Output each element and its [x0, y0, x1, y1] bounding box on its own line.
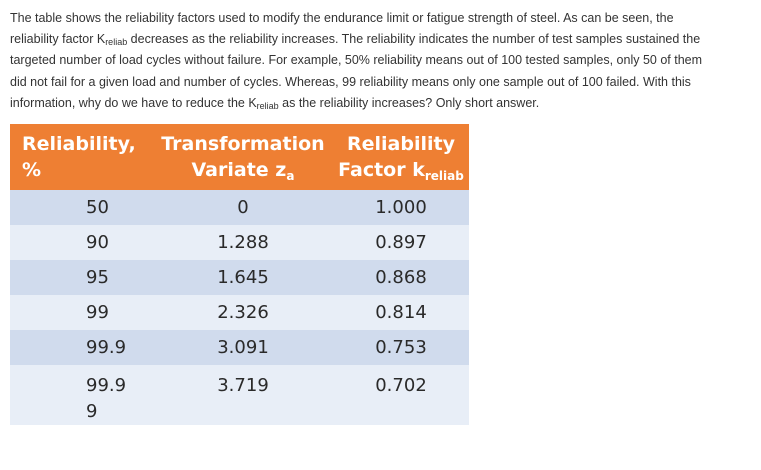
cell-reliability-wrapped: 99.99 — [86, 375, 127, 422]
cell-k: 0.897 — [375, 231, 427, 253]
cell-z: 1.288 — [217, 231, 269, 253]
cell-k: 0.702 — [375, 375, 427, 396]
question-text: The table shows the reliability factors … — [10, 8, 755, 114]
k-reliab-subscript-2: reliab — [256, 100, 279, 111]
question-line-5: information, why do we have to reduce th… — [10, 93, 755, 114]
cell-z: 3.091 — [217, 336, 269, 358]
header-factor-line1: Reliability — [347, 133, 455, 155]
k-reliab-subscript: reliab — [105, 37, 128, 48]
table-header-row: Reliability, % Transformation Variate za… — [10, 124, 469, 190]
table-row: 99.9 3.091 0.753 — [10, 330, 469, 365]
reliability-table-container: Reliability, % Transformation Variate za… — [10, 124, 469, 425]
table-row: 99.99 3.719 0.702 — [10, 365, 469, 425]
cell-reliability: 95 — [86, 266, 109, 288]
cell-reliability: 99.9 — [86, 336, 127, 358]
header-transformation: Transformation Variate za — [153, 124, 333, 190]
question-line-3: targeted number of load cycles without f… — [10, 53, 703, 68]
question-line-1: The table shows the reliability factors … — [10, 11, 674, 25]
cell-z: 0 — [237, 196, 249, 218]
question-line-2: reliability factor Kreliab decreases as … — [10, 29, 755, 50]
reliability-table: Reliability, % Transformation Variate za… — [10, 124, 469, 425]
cell-z: 1.645 — [217, 266, 269, 288]
table-row: 90 1.288 0.897 — [10, 225, 469, 260]
table-row: 95 1.645 0.868 — [10, 260, 469, 295]
question-line-2-post: decreases as the reliability increases. … — [127, 32, 701, 47]
question-line-5-post: as the reliability increases? Only short… — [278, 95, 540, 110]
header-factor: Reliability Factor kreliab — [333, 124, 469, 190]
question-line-4: did not fail for a given load and number… — [10, 74, 691, 89]
header-reliability: Reliability, % — [10, 124, 153, 190]
cell-reliability: 50 — [86, 196, 109, 218]
cell-k: 1.000 — [375, 196, 427, 218]
cell-reliability: 90 — [86, 231, 109, 253]
header-transformation-sub: a — [286, 169, 295, 183]
header-transformation-line2: Variate z — [191, 159, 287, 181]
cell-z: 2.326 — [217, 301, 269, 323]
cell-k: 0.814 — [375, 301, 427, 323]
header-reliability-line2: % — [22, 159, 42, 181]
question-line-2-pre: reliability factor K — [10, 32, 106, 47]
table-row: 99 2.326 0.814 — [10, 295, 469, 330]
header-factor-line2: Factor k — [338, 159, 425, 181]
header-transformation-line1: Transformation — [161, 133, 325, 155]
cell-reliability: 99.99 — [10, 365, 153, 425]
cell-k: 0.753 — [375, 336, 427, 358]
cell-z: 3.719 — [217, 375, 269, 396]
question-line-5-pre: information, why do we have to reduce th… — [10, 95, 257, 110]
header-factor-sub: reliab — [424, 169, 464, 183]
cell-k: 0.868 — [375, 266, 427, 288]
header-reliability-line1: Reliability, — [22, 133, 136, 155]
cell-reliability: 99 — [86, 301, 109, 323]
table-row: 50 0 1.000 — [10, 190, 469, 225]
